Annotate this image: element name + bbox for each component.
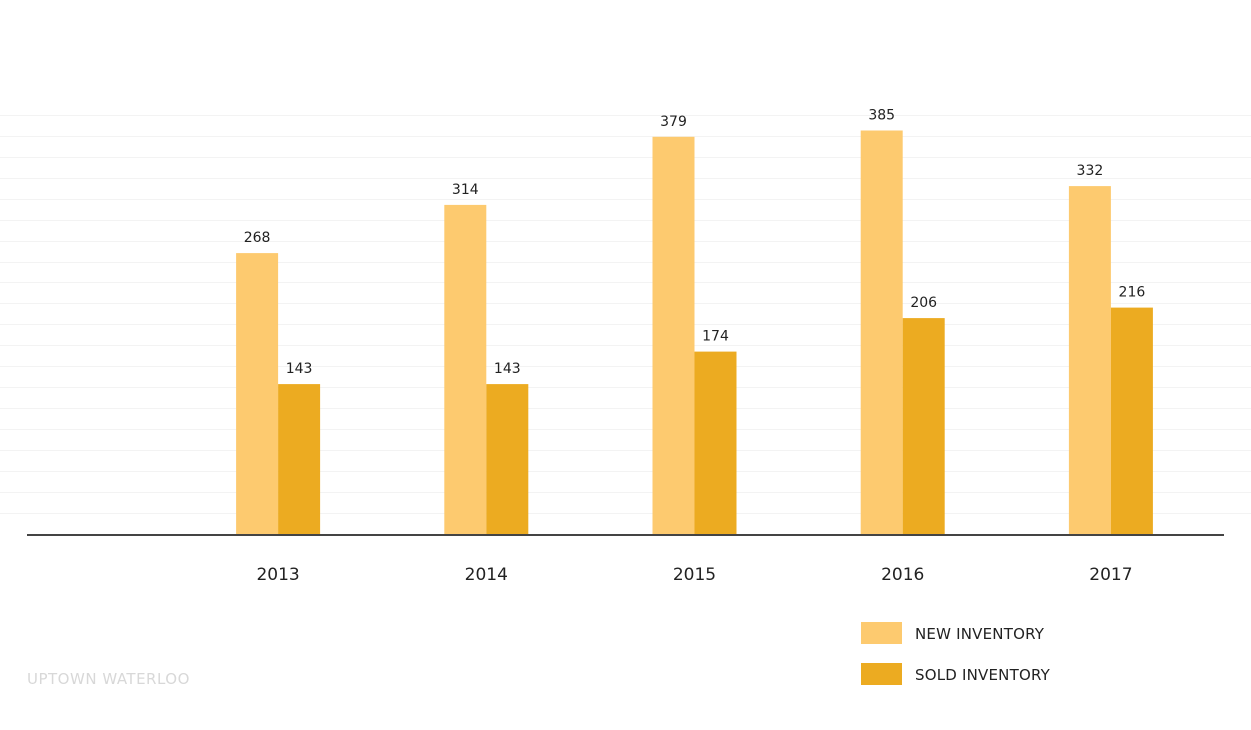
bar-new-inventory-2016 [860,130,903,534]
data-label-sold-inventory-2016: 206 [910,295,937,311]
x-axis-tick-labels: 2013 2014 2015 2016 2017 [256,565,1132,585]
x-tick-label-2013: 2013 [256,565,299,585]
data-label-sold-inventory-2013: 143 [286,361,313,377]
data-label-sold-inventory-2017: 216 [1119,285,1146,301]
data-label-new-inventory-2013: 268 [244,230,271,246]
bar-new-inventory-2017 [1068,186,1111,534]
bar-new-inventory-2013 [236,253,279,534]
bar-sold-inventory-2017 [1110,307,1153,534]
legend-label-sold-inventory: SOLD INVENTORY [915,666,1051,684]
bars [236,130,1153,535]
bar-sold-inventory-2016 [902,318,945,534]
data-label-new-inventory-2014: 314 [452,182,479,198]
footer-label: UPTOWN WATERLOO [27,670,190,688]
gridlines [0,115,1251,514]
data-label-new-inventory-2016: 385 [868,108,895,124]
data-label-sold-inventory-2014: 143 [494,361,521,377]
bar-new-inventory-2015 [652,136,695,535]
data-labels: 268 143 314 143 379 174 385 206 332 216 [244,108,1146,378]
x-tick-label-2015: 2015 [673,565,716,585]
bar-sold-inventory-2013 [278,384,321,534]
x-tick-label-2017: 2017 [1089,565,1132,585]
x-tick-label-2016: 2016 [881,565,924,585]
data-label-new-inventory-2015: 379 [660,114,687,130]
bar-sold-inventory-2015 [694,351,737,534]
bar-new-inventory-2014 [444,204,487,534]
legend-swatch-sold-inventory [861,663,902,685]
legend-swatch-new-inventory [861,622,902,644]
bar-sold-inventory-2014 [486,384,529,534]
data-label-new-inventory-2017: 332 [1077,163,1104,179]
x-tick-label-2014: 2014 [465,565,508,585]
legend-label-new-inventory: NEW INVENTORY [915,625,1045,643]
data-label-sold-inventory-2015: 174 [702,329,729,345]
